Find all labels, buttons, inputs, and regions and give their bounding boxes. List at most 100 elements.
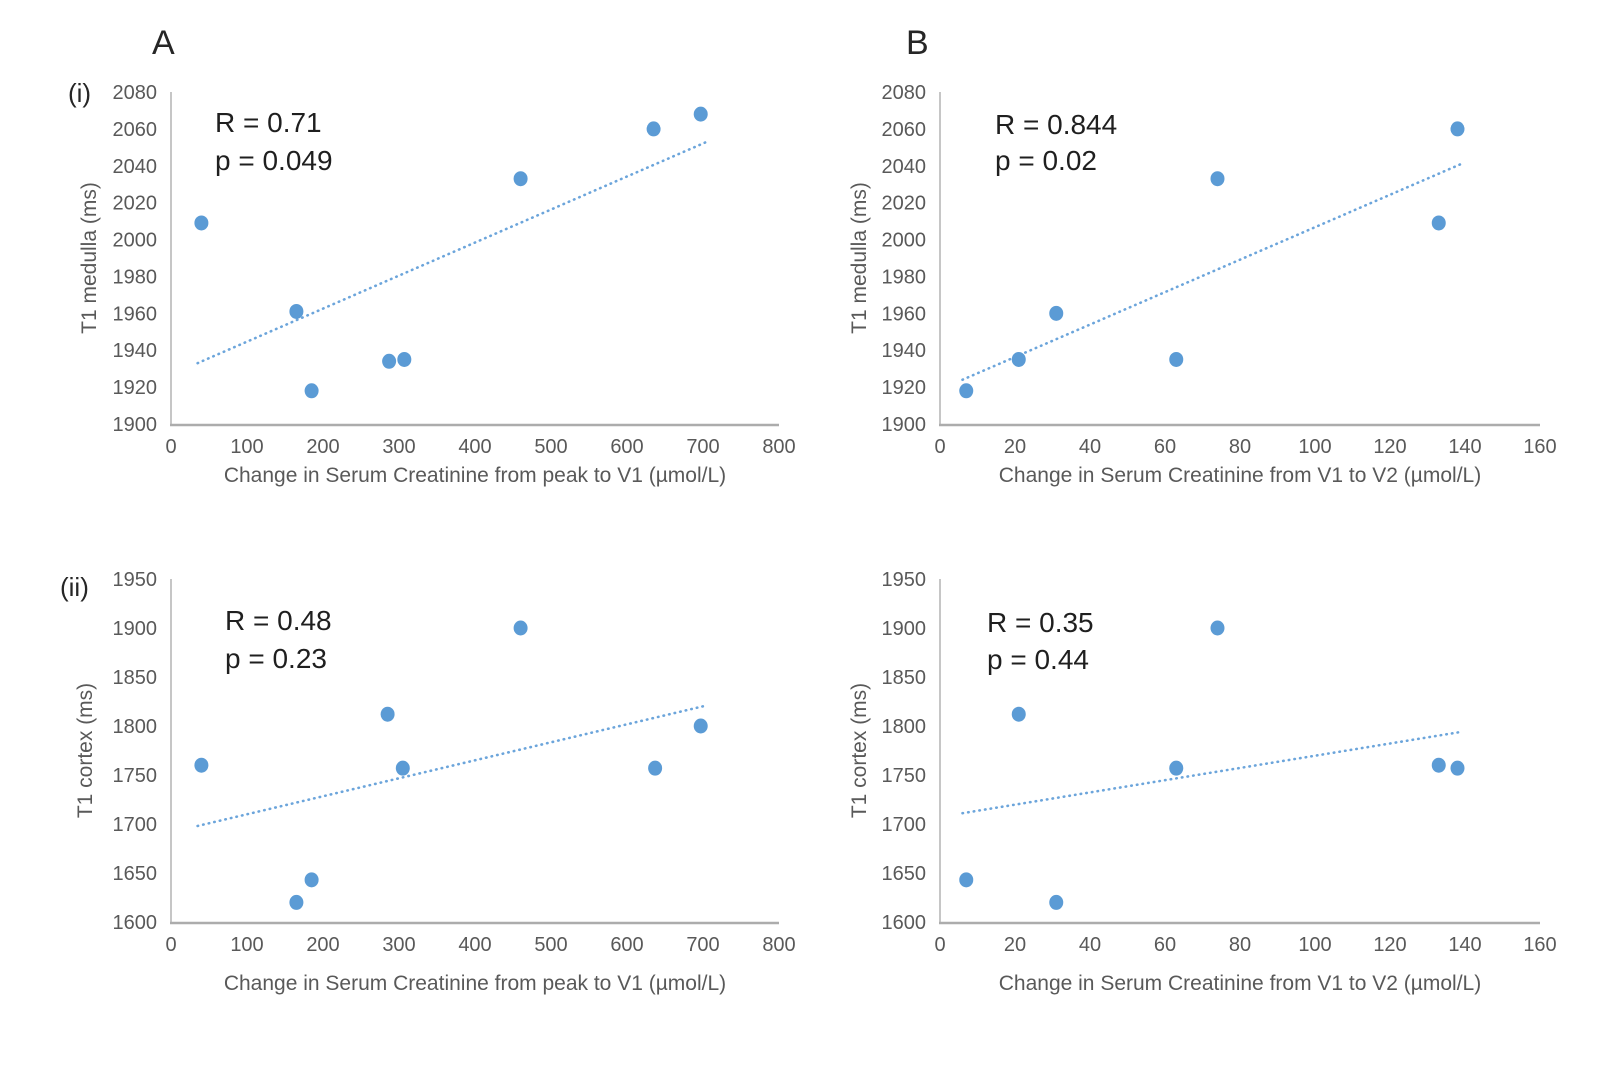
x-tick-label: 500 [534, 436, 567, 458]
p-value-label: p = 0.23 [225, 643, 327, 674]
data-point [959, 872, 974, 888]
data-point [1431, 215, 1446, 231]
y-tick-label: 1940 [113, 340, 158, 362]
row-label-i: (i) [68, 78, 92, 108]
y-tick-label: 1980 [882, 266, 927, 288]
p-value-label: p = 0.049 [215, 145, 333, 176]
x-tick-label: 0 [165, 934, 176, 956]
y-axis-title: T1 cortex (ms) [848, 683, 871, 818]
x-tick-label: 700 [686, 934, 719, 956]
y-tick-label: 1750 [113, 765, 158, 787]
y-tick-label: 1850 [113, 667, 158, 689]
data-point [1210, 171, 1225, 187]
x-tick-label: 120 [1373, 934, 1406, 956]
y-tick-label: 1960 [113, 303, 158, 325]
x-tick-label: 300 [382, 436, 415, 458]
y-tick-label: 2020 [113, 193, 158, 215]
y-tick-label: 1900 [882, 618, 927, 640]
x-tick-label: 800 [762, 436, 795, 458]
data-point [1049, 305, 1064, 321]
r-value-label: R = 0.35 [987, 607, 1094, 638]
x-tick-label: 140 [1448, 934, 1481, 956]
y-tick-label: 2040 [113, 156, 158, 178]
data-point [646, 121, 661, 137]
x-tick-label: 0 [165, 436, 176, 458]
data-point [513, 171, 528, 187]
data-point [304, 872, 319, 888]
x-tick-label: 300 [382, 934, 415, 956]
y-tick-label: 1600 [882, 912, 927, 934]
x-axis-title: Change in Serum Creatinine from peak to … [224, 972, 726, 995]
x-tick-label: 140 [1448, 436, 1481, 458]
y-axis-title: T1 medulla (ms) [848, 182, 871, 334]
x-tick-label: 60 [1154, 934, 1176, 956]
scatter-panel-t1-cortex-vs-v1-to-v2: 1600 1650 1700 1750 1800 1850 1900 1950 0 20 40 60 8… [848, 569, 1557, 995]
x-tick-label: 100 [1298, 436, 1331, 458]
y-tick-label: 1800 [113, 716, 158, 738]
scatter-panel-t1-medulla-vs-v1-to-v2: 1900192019401960198020002020204020602080… [848, 82, 1557, 487]
x-tick-label: 20 [1004, 436, 1026, 458]
y-tick-label: 1850 [882, 667, 927, 689]
y-tick-label: 2080 [882, 82, 927, 104]
scatter-panel-t1-medulla-vs-peak-to-v1: 1900192019401960198020002020204020602080… [78, 82, 796, 487]
y-tick-label: 1600 [113, 912, 158, 934]
y-tick-label: 1900 [113, 618, 158, 640]
row-label-ii: (ii) [60, 572, 89, 602]
x-tick-label: 40 [1079, 934, 1101, 956]
data-point [959, 383, 974, 399]
y-tick-label: 1960 [882, 303, 927, 325]
trendline [196, 140, 709, 365]
x-tick-label: 40 [1079, 436, 1101, 458]
y-tick-label: 2000 [113, 230, 158, 252]
x-tick-label: 0 [934, 436, 945, 458]
y-tick-label: 1700 [113, 814, 158, 836]
data-point [289, 894, 304, 910]
y-tick-label: 2060 [113, 119, 158, 141]
data-point [380, 706, 395, 722]
x-tick-label: 60 [1154, 436, 1176, 458]
data-point [693, 718, 708, 734]
data-point [1210, 620, 1225, 636]
p-value-label: p = 0.44 [987, 644, 1089, 675]
trendline [961, 730, 1463, 815]
y-tick-label: 1800 [882, 716, 927, 738]
x-tick-label: 200 [306, 934, 339, 956]
x-tick-label: 400 [458, 436, 491, 458]
y-tick-label: 1900 [113, 414, 158, 436]
x-tick-label: 80 [1229, 436, 1251, 458]
data-point [648, 760, 663, 776]
r-value-label: R = 0.71 [215, 107, 322, 138]
data-point [1011, 351, 1026, 367]
data-point [304, 383, 319, 399]
data-point [693, 106, 708, 122]
data-point [289, 303, 304, 319]
x-tick-label: 500 [534, 934, 567, 956]
data-point [1450, 121, 1465, 137]
r-value-label: R = 0.844 [995, 109, 1117, 140]
y-tick-label: 1950 [882, 569, 927, 591]
data-point [194, 757, 209, 773]
y-tick-label: 1750 [882, 765, 927, 787]
y-tick-label: 1920 [113, 377, 158, 399]
x-axis-title: Change in Serum Creatinine from peak to … [224, 464, 726, 487]
data-point [397, 351, 412, 367]
x-tick-label: 200 [306, 436, 339, 458]
y-tick-label: 2040 [882, 156, 927, 178]
x-tick-label: 800 [762, 934, 795, 956]
trendline [196, 704, 709, 828]
y-tick-label: 2060 [882, 119, 927, 141]
x-tick-label: 400 [458, 934, 491, 956]
x-tick-label: 20 [1004, 934, 1026, 956]
x-tick-label: 120 [1373, 436, 1406, 458]
y-tick-label: 1980 [113, 266, 158, 288]
y-tick-label: 2080 [113, 82, 158, 104]
r-value-label: R = 0.48 [225, 605, 332, 636]
y-tick-label: 1900 [882, 414, 927, 436]
data-point [1450, 760, 1465, 776]
y-tick-label: 1650 [882, 863, 927, 885]
y-tick-label: 1950 [113, 569, 158, 591]
x-tick-label: 100 [1298, 934, 1331, 956]
x-axis-title: Change in Serum Creatinine from V1 to V2… [999, 464, 1481, 487]
